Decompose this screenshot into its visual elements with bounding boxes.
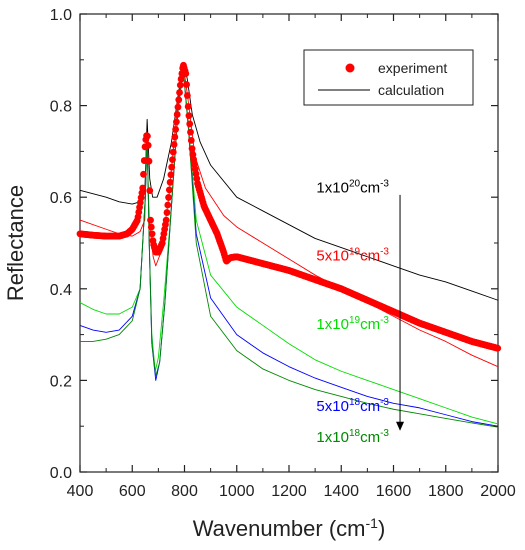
experiment-point — [165, 186, 173, 194]
experiment-point — [162, 216, 170, 224]
concentration-label-4: 5x1018cm-3 — [316, 397, 389, 415]
legend-marker-experiment — [345, 63, 355, 73]
experiment-point — [164, 201, 172, 209]
experiment-point — [184, 103, 192, 110]
legend: experiment calculation — [303, 49, 474, 106]
y-tick-label: 0.4 — [50, 282, 72, 299]
experiment-point — [139, 184, 147, 192]
y-tick-label: 0.8 — [50, 99, 72, 116]
experiment-point — [183, 92, 191, 99]
experiment-point — [146, 187, 154, 195]
y-axis-title: Reflectance — [3, 185, 28, 301]
experiment-point — [169, 156, 176, 164]
experiment-point — [144, 132, 151, 140]
experiment-point — [167, 171, 175, 179]
experiment-point — [165, 194, 172, 201]
concentration-label-3: 1x1019cm-3 — [316, 315, 389, 333]
experiment-point — [166, 178, 174, 186]
concentration-label-2: 5x1019cm-3 — [316, 246, 389, 264]
arrow-head — [396, 421, 405, 431]
experiment-point — [176, 81, 184, 89]
x-tick-label: 2000 — [480, 483, 516, 500]
experiment-point — [170, 141, 178, 148]
experiment-point — [171, 133, 179, 141]
annotation-group: 1x1020cm-3 5x1019cm-3 1x1019cm-3 5x1018cm-3… — [316, 179, 389, 447]
concentration-label-5: 1x1018cm-3 — [316, 428, 389, 446]
experiment-point — [144, 141, 152, 149]
experiment-point — [173, 111, 181, 118]
experiment-point — [187, 137, 195, 144]
x-tick-label: 800 — [171, 483, 198, 500]
experiment-point — [185, 112, 193, 120]
experiment-point — [148, 230, 156, 238]
y-axis: 0.0 0.2 0.4 0.6 0.8 1.0 — [50, 7, 498, 482]
experiment-point — [147, 223, 155, 231]
x-tick-label: 1800 — [428, 483, 464, 500]
experiment-point — [163, 209, 171, 216]
calculation-curve-2 — [79, 63, 499, 368]
legend-box — [303, 49, 474, 106]
concentration-arrow — [396, 194, 405, 431]
x-tick-label: 600 — [119, 483, 146, 500]
x-tick-label: 1000 — [219, 483, 255, 500]
x-tick-label: 1600 — [376, 483, 412, 500]
experiment-point — [172, 126, 180, 133]
experiment-point — [140, 170, 147, 178]
experiment-point — [177, 75, 185, 83]
experiment-point — [183, 81, 190, 88]
experiment-point — [174, 103, 182, 111]
x-tick-label: 400 — [67, 483, 94, 500]
experiment-point — [147, 216, 154, 224]
legend-label-experiment: experiment — [378, 60, 447, 76]
calculation-curve-5 — [80, 68, 499, 428]
experiment-point — [187, 128, 194, 136]
x-tick-label: 1400 — [323, 483, 359, 500]
concentration-label-1: 1x1020cm-3 — [316, 179, 389, 197]
experiment-point — [145, 157, 153, 165]
x-axis-title: Wavenumber (cm-1) — [193, 515, 386, 541]
y-tick-label: 0.0 — [50, 465, 72, 482]
x-axis: 400 600 800 1000 1200 1400 1600 1800 2000 — [67, 14, 516, 500]
experiment-point — [168, 163, 176, 171]
experiment-point — [182, 70, 190, 77]
y-tick-label: 0.2 — [50, 373, 72, 390]
experiment-point — [176, 89, 183, 96]
y-tick-label: 1.0 — [50, 7, 72, 24]
legend-label-calculation: calculation — [378, 82, 444, 98]
x-tick-label: 1200 — [271, 483, 307, 500]
experiment-point — [188, 145, 196, 153]
experiment-point — [173, 118, 180, 126]
experiment-point — [186, 120, 194, 128]
experiment-point — [169, 148, 177, 156]
y-tick-label: 0.6 — [50, 190, 72, 207]
chart-series-group — [76, 61, 502, 428]
experiment-point — [494, 344, 502, 352]
experiment-point — [175, 96, 183, 104]
experiment-series — [76, 61, 502, 352]
